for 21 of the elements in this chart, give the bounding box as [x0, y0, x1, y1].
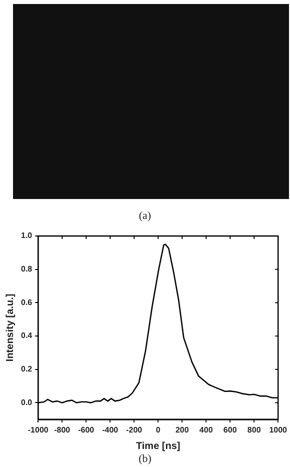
x-tick-label: -200 — [126, 425, 143, 434]
y-axis-title: Intensity [a.u.] — [4, 294, 16, 362]
x-tick-label: 1000 — [269, 425, 288, 434]
x-tick-label: 800 — [247, 425, 262, 434]
x-tick-label: -400 — [102, 425, 119, 434]
y-tick-label: 1.0 — [20, 231, 33, 240]
text: (b) — [138, 453, 152, 465]
text: (a) — [138, 210, 152, 222]
y-tick-label: 0.4 — [20, 331, 33, 340]
x-tick-label: 400 — [199, 425, 214, 434]
y-tick-label: 0.6 — [20, 298, 33, 307]
x-tick-label: -600 — [78, 425, 95, 434]
x-tick-label: 0 — [156, 425, 161, 434]
x-tick-label: -800 — [54, 425, 71, 434]
x-tick-label: -1000 — [28, 425, 49, 434]
x-tick-label: 200 — [175, 425, 190, 434]
x-tick-label: 600 — [223, 425, 238, 434]
x-axis-title: Time [ns] — [136, 440, 180, 452]
y-tick-label: 0.8 — [20, 264, 33, 274]
y-tick-label: 0.0 — [20, 398, 33, 407]
y-tick-label: 0.2 — [20, 364, 33, 374]
